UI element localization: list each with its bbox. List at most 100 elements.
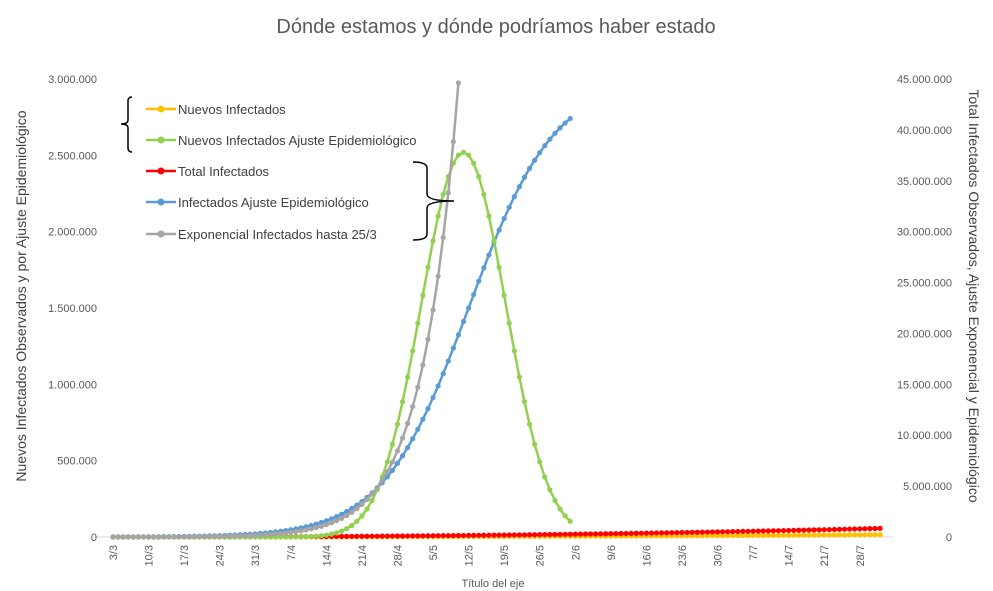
- data-point: [440, 234, 446, 241]
- data-point: [801, 527, 807, 533]
- data-point: [511, 194, 517, 200]
- left-y-tick-label: 0: [91, 532, 97, 544]
- legend-swatch-marker: [157, 105, 165, 113]
- data-point: [379, 533, 385, 539]
- x-tick-label: 23/6: [677, 545, 689, 566]
- data-point: [201, 533, 208, 540]
- data-point: [806, 532, 812, 538]
- data-point: [455, 152, 462, 158]
- legend-item: Nuevos Infectados: [146, 102, 286, 117]
- data-point: [532, 157, 538, 163]
- data-point: [557, 125, 563, 131]
- data-point: [283, 534, 289, 540]
- data-point: [445, 190, 451, 196]
- data-point: [430, 394, 436, 401]
- data-point: [694, 529, 700, 535]
- data-point: [455, 332, 462, 338]
- data-point: [760, 528, 766, 534]
- data-point: [730, 532, 736, 539]
- right-y-axis-title: Total Infectados Observados, Ajuste Expo…: [966, 89, 982, 502]
- data-point: [476, 278, 482, 284]
- data-point: [821, 532, 827, 538]
- data-point: [359, 513, 365, 519]
- data-point: [186, 534, 192, 540]
- data-point: [257, 532, 263, 538]
- data-point: [653, 530, 660, 536]
- legend-item: Infectados Ajuste Epidemiológico: [146, 195, 369, 210]
- data-point: [410, 403, 416, 410]
- data-point: [872, 532, 878, 538]
- x-tick-label: 31/3: [250, 545, 262, 566]
- data-point: [587, 531, 594, 537]
- data-point: [415, 426, 421, 432]
- data-point: [740, 532, 746, 539]
- data-point: [511, 348, 517, 354]
- data-point: [288, 534, 294, 540]
- data-point: [247, 532, 253, 539]
- data-point: [466, 152, 472, 158]
- data-point: [486, 213, 492, 219]
- chart-title: Dónde estamos y dónde podríamos haber es…: [276, 16, 715, 38]
- x-tick-label: 14/7: [784, 545, 796, 566]
- data-point: [435, 533, 441, 539]
- data-point: [389, 441, 395, 447]
- data-point: [278, 530, 284, 537]
- data-point: [176, 534, 182, 540]
- data-point: [481, 265, 487, 271]
- data-point: [521, 532, 528, 538]
- data-point: [791, 527, 797, 533]
- data-point: [349, 522, 355, 529]
- data-point: [577, 531, 583, 537]
- data-point: [135, 534, 141, 540]
- data-point: [572, 531, 578, 537]
- data-point: [765, 532, 771, 538]
- data-point: [709, 533, 716, 539]
- data-point: [674, 530, 680, 536]
- data-point: [308, 533, 314, 540]
- data-point: [399, 453, 406, 459]
- data-point: [435, 383, 441, 389]
- data-point: [384, 533, 390, 539]
- data-point: [770, 528, 777, 534]
- data-point: [389, 459, 395, 465]
- legend-swatch-marker: [157, 167, 165, 175]
- data-point: [481, 532, 487, 538]
- data-point: [831, 532, 837, 538]
- data-point: [206, 533, 213, 540]
- data-point: [562, 531, 568, 537]
- x-tick-label: 2/6: [570, 545, 582, 560]
- data-point: [435, 273, 441, 279]
- data-point: [796, 532, 802, 538]
- data-point: [405, 374, 411, 380]
- data-point: [684, 529, 690, 536]
- data-point: [212, 533, 218, 540]
- data-point: [440, 191, 446, 198]
- data-point: [394, 448, 401, 454]
- data-point: [735, 528, 741, 535]
- series-layer: [110, 80, 883, 540]
- legend-label: Exponencial Infectados hasta 25/3: [178, 227, 377, 242]
- data-point: [679, 529, 685, 536]
- data-point: [714, 529, 721, 535]
- data-point: [181, 534, 187, 540]
- data-point: [521, 399, 528, 405]
- data-point: [704, 533, 710, 539]
- data-point: [369, 497, 375, 503]
- data-point: [501, 532, 507, 538]
- data-point: [567, 531, 573, 537]
- data-point: [755, 532, 761, 539]
- data-point: [333, 530, 340, 536]
- data-point: [516, 184, 523, 190]
- data-point: [857, 532, 863, 538]
- data-point: [831, 526, 837, 533]
- data-point: [410, 436, 416, 442]
- data-point: [405, 420, 411, 427]
- legend-label: Nuevos Infectados: [178, 102, 286, 117]
- data-point: [425, 533, 431, 539]
- data-point: [770, 532, 777, 538]
- right-y-tick-label: 10.000.000: [897, 430, 952, 442]
- data-point: [466, 305, 472, 311]
- data-point: [394, 533, 401, 539]
- data-point: [379, 477, 385, 483]
